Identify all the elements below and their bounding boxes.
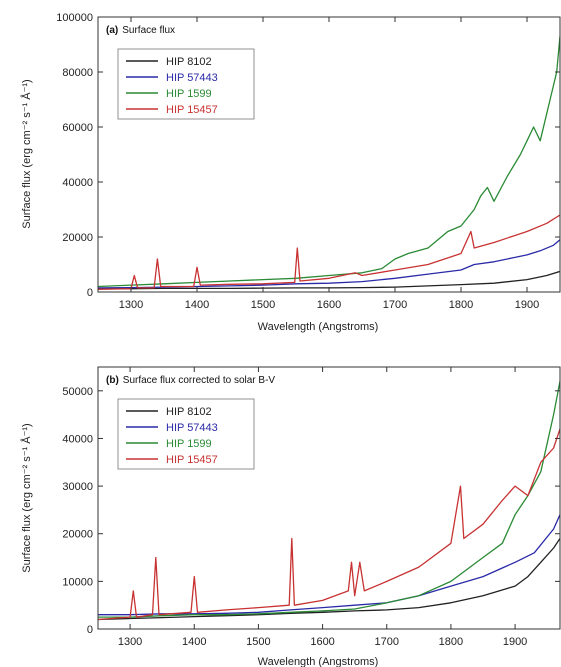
- y-tick-label: 0: [87, 287, 93, 299]
- panel-title-prefix: (b): [106, 375, 119, 386]
- x-tick-label: 1300: [118, 636, 142, 648]
- legend-label: HIP 57443: [166, 72, 218, 84]
- x-tick-label: 1900: [503, 636, 527, 648]
- y-tick-label: 20000: [62, 529, 93, 541]
- x-tick-label: 1900: [515, 299, 539, 311]
- series-line-hip-15457: [98, 214, 560, 290]
- x-tick-label: 1800: [449, 299, 473, 311]
- series-line-hip-8102: [98, 538, 560, 621]
- legend-label: HIP 1599: [166, 88, 212, 100]
- legend-label: HIP 57443: [166, 422, 218, 434]
- panel-title-text: Surface flux: [122, 25, 175, 36]
- x-tick-label: 1500: [246, 636, 270, 648]
- y-tick-label: 10000: [62, 576, 93, 588]
- series-line-hip-8102: [98, 270, 560, 290]
- y-tick-label: 30000: [62, 481, 93, 493]
- legend-label: HIP 15457: [166, 104, 218, 116]
- x-tick-label: 1600: [310, 636, 334, 648]
- y-tick-label: 40000: [62, 177, 93, 189]
- y-tick-label: 60000: [62, 122, 93, 134]
- legend-label: HIP 1599: [166, 438, 212, 450]
- panel-b: 1300 1400 1500 1600 1700 1800 1900 0 10000 20000 3…: [20, 366, 561, 667]
- y-tick-label: 0: [87, 624, 93, 636]
- x-axis-label: Wavelength (Angstroms): [258, 656, 379, 667]
- panel-title-text: Surface flux corrected to solar B-V: [123, 375, 276, 386]
- x-tick-label: 1400: [182, 636, 206, 648]
- legend-label: HIP 8102: [166, 406, 212, 418]
- x-tick-label: 1600: [317, 299, 341, 311]
- x-axis-label: Wavelength (Angstroms): [258, 321, 379, 333]
- x-tick-label: 1500: [251, 299, 275, 311]
- series-line-hip-1599: [98, 36, 560, 288]
- y-tick-label: 100000: [56, 12, 93, 24]
- y-tick-label: 20000: [62, 232, 93, 244]
- legend-label: HIP 15457: [166, 454, 218, 466]
- panel-title: (a) Surface flux: [106, 25, 175, 36]
- plot-frame: [97, 366, 561, 630]
- y-axis-label: Surface flux (erg cm⁻² s⁻¹ Å⁻¹): [20, 79, 33, 228]
- panel-title: (b) Surface flux corrected to solar B-V: [106, 375, 275, 386]
- x-tick-label: 1700: [383, 299, 407, 311]
- y-tick-label: 80000: [62, 67, 93, 79]
- series-lines: [98, 381, 560, 621]
- series-line-hip-15457: [98, 428, 560, 621]
- y-tick-label: 50000: [62, 386, 93, 398]
- legend: HIP 8102 HIP 57443 HIP 1599 HIP 15457: [117, 48, 255, 120]
- panel-title-prefix: (a): [106, 25, 118, 36]
- x-tick-label: 1700: [375, 636, 399, 648]
- x-tick-label: 1400: [185, 299, 209, 311]
- series-lines: [98, 36, 560, 290]
- x-tick-label: 1800: [439, 636, 463, 648]
- series-line-hip-57443: [98, 514, 560, 616]
- y-tick-label: 40000: [62, 433, 93, 445]
- x-tick-label: 1300: [119, 299, 143, 311]
- series-line-hip-57443: [98, 239, 560, 289]
- panel-a: 1300 1400 1500 1600 1700 1800 1900 0 20000 40000 6…: [20, 12, 561, 333]
- legend: HIP 8102 HIP 57443 HIP 1599 HIP 15457: [117, 398, 255, 470]
- y-axis-label: Surface flux (erg cm⁻² s⁻¹ Å⁻¹): [20, 423, 33, 572]
- legend-label: HIP 8102: [166, 56, 212, 68]
